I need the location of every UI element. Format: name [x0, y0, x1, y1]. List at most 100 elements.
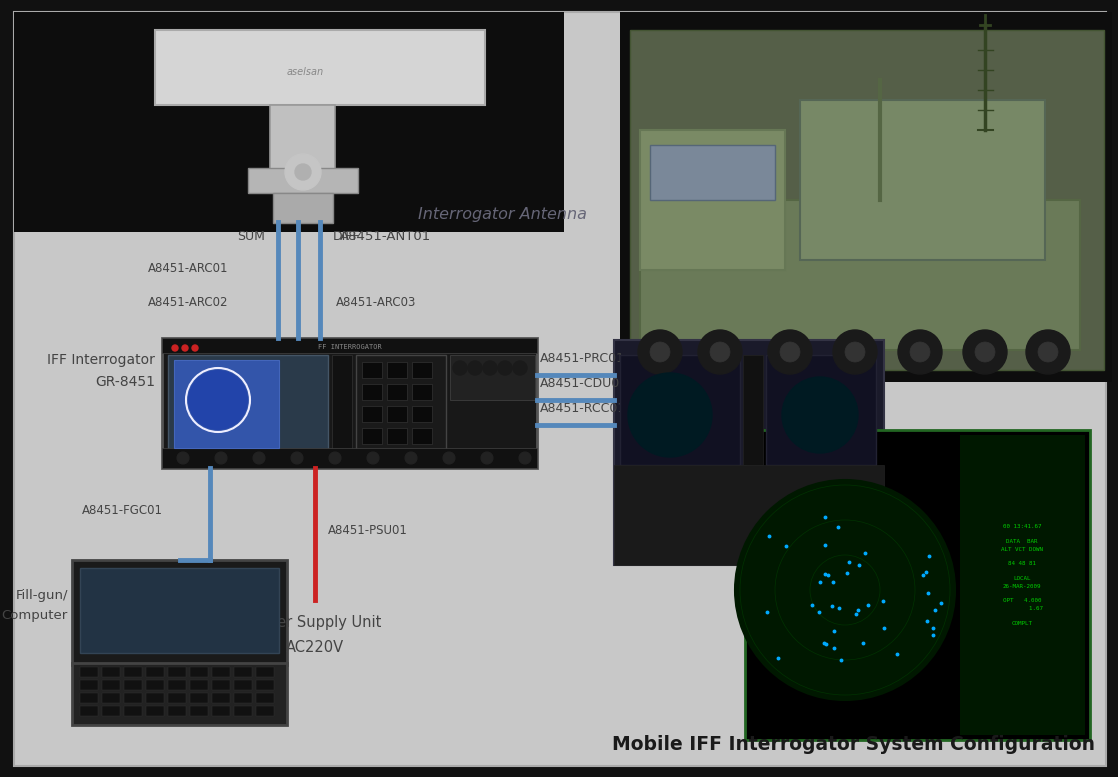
FancyBboxPatch shape [234, 667, 252, 677]
FancyBboxPatch shape [387, 384, 407, 400]
FancyBboxPatch shape [80, 568, 280, 653]
FancyBboxPatch shape [362, 428, 382, 444]
FancyBboxPatch shape [256, 680, 274, 690]
Circle shape [513, 361, 527, 375]
FancyBboxPatch shape [146, 680, 164, 690]
FancyBboxPatch shape [387, 406, 407, 422]
FancyBboxPatch shape [168, 355, 328, 455]
FancyBboxPatch shape [174, 360, 280, 448]
FancyBboxPatch shape [387, 362, 407, 378]
FancyBboxPatch shape [124, 667, 142, 677]
Circle shape [1026, 330, 1070, 374]
Text: Mobile IFF Interrogator System Configuration: Mobile IFF Interrogator System Configura… [612, 736, 1095, 754]
Circle shape [735, 480, 955, 700]
Circle shape [405, 452, 417, 464]
FancyBboxPatch shape [766, 355, 877, 465]
Text: A8451-CDU01: A8451-CDU01 [540, 377, 628, 390]
FancyBboxPatch shape [162, 338, 537, 468]
Circle shape [710, 342, 730, 362]
FancyBboxPatch shape [256, 693, 274, 703]
Circle shape [628, 373, 712, 457]
FancyBboxPatch shape [650, 145, 775, 200]
FancyBboxPatch shape [332, 355, 352, 455]
FancyBboxPatch shape [124, 680, 142, 690]
FancyBboxPatch shape [248, 168, 358, 193]
FancyBboxPatch shape [620, 355, 740, 465]
FancyBboxPatch shape [102, 706, 120, 716]
Circle shape [650, 342, 670, 362]
Circle shape [453, 361, 467, 375]
Circle shape [638, 330, 682, 374]
Circle shape [291, 452, 303, 464]
Circle shape [468, 361, 482, 375]
FancyBboxPatch shape [631, 30, 1103, 370]
FancyBboxPatch shape [190, 693, 208, 703]
FancyBboxPatch shape [362, 384, 382, 400]
FancyBboxPatch shape [146, 667, 164, 677]
FancyBboxPatch shape [168, 706, 186, 716]
FancyBboxPatch shape [413, 384, 432, 400]
Text: SUM: SUM [237, 231, 265, 243]
FancyBboxPatch shape [80, 693, 98, 703]
FancyBboxPatch shape [800, 100, 1045, 260]
FancyBboxPatch shape [743, 355, 762, 465]
FancyBboxPatch shape [146, 693, 164, 703]
Circle shape [253, 452, 265, 464]
Text: Power Supply Unit: Power Supply Unit [248, 615, 381, 629]
FancyBboxPatch shape [155, 30, 485, 105]
FancyBboxPatch shape [356, 355, 446, 455]
FancyBboxPatch shape [15, 12, 1106, 766]
Circle shape [519, 452, 531, 464]
Circle shape [177, 452, 189, 464]
FancyBboxPatch shape [80, 706, 98, 716]
FancyBboxPatch shape [614, 340, 884, 565]
Circle shape [481, 452, 493, 464]
Text: 00 13:41.67

DATA  BAR
ALT VCT DOWN

84 48 81

LOCAL
26-MAR-2009

OPT   4.000
  : 00 13:41.67 DATA BAR ALT VCT DOWN 84 48 … [1001, 524, 1043, 625]
FancyBboxPatch shape [256, 706, 274, 716]
FancyBboxPatch shape [273, 193, 333, 223]
FancyBboxPatch shape [234, 706, 252, 716]
Circle shape [845, 342, 865, 362]
FancyBboxPatch shape [271, 105, 335, 170]
FancyBboxPatch shape [234, 693, 252, 703]
FancyBboxPatch shape [212, 680, 230, 690]
Text: Interrogator Antenna: Interrogator Antenna [418, 207, 587, 222]
FancyBboxPatch shape [413, 406, 432, 422]
Circle shape [1038, 342, 1058, 362]
FancyBboxPatch shape [413, 362, 432, 378]
Text: FF INTERROGATOR: FF INTERROGATOR [319, 344, 382, 350]
FancyBboxPatch shape [190, 706, 208, 716]
Circle shape [898, 330, 942, 374]
Text: IFF Interrogator: IFF Interrogator [47, 353, 155, 367]
FancyBboxPatch shape [146, 706, 164, 716]
FancyBboxPatch shape [72, 560, 287, 665]
Text: GR-8451: GR-8451 [95, 375, 155, 389]
FancyBboxPatch shape [413, 428, 432, 444]
Text: A8451-ARC03: A8451-ARC03 [337, 295, 416, 308]
FancyBboxPatch shape [387, 428, 407, 444]
FancyBboxPatch shape [212, 706, 230, 716]
Text: aselsan: aselsan [286, 67, 323, 77]
FancyBboxPatch shape [639, 200, 1080, 350]
Circle shape [698, 330, 742, 374]
Circle shape [172, 345, 178, 351]
Text: DIFF: DIFF [333, 231, 360, 243]
FancyBboxPatch shape [102, 667, 120, 677]
Text: A8451-PSU01: A8451-PSU01 [328, 524, 408, 536]
FancyBboxPatch shape [162, 448, 537, 468]
FancyBboxPatch shape [168, 693, 186, 703]
Text: A8451-ARC01: A8451-ARC01 [148, 262, 228, 274]
Circle shape [192, 345, 198, 351]
Circle shape [781, 377, 858, 453]
FancyBboxPatch shape [745, 430, 1090, 740]
Circle shape [833, 330, 877, 374]
Text: A8451-ANT01: A8451-ANT01 [340, 231, 432, 243]
FancyBboxPatch shape [124, 693, 142, 703]
FancyBboxPatch shape [620, 12, 1112, 382]
FancyBboxPatch shape [162, 338, 537, 353]
Circle shape [498, 361, 512, 375]
Circle shape [285, 154, 321, 190]
FancyBboxPatch shape [168, 667, 186, 677]
FancyBboxPatch shape [80, 667, 98, 677]
FancyBboxPatch shape [451, 355, 536, 400]
